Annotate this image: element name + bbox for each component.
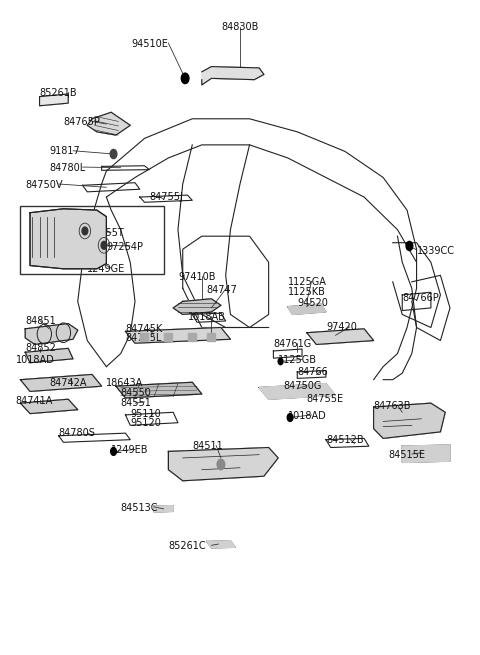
Text: 84755E: 84755E (307, 394, 344, 404)
Text: 1018AD: 1018AD (288, 411, 326, 421)
Text: 84780S: 84780S (59, 428, 96, 438)
Text: 84766P: 84766P (402, 293, 439, 303)
Polygon shape (259, 384, 336, 400)
Text: 97410B: 97410B (178, 272, 216, 282)
Text: 84515E: 84515E (388, 450, 425, 460)
Circle shape (82, 227, 88, 235)
Polygon shape (39, 94, 68, 105)
Text: 84855T: 84855T (87, 228, 124, 238)
Text: 1249EB: 1249EB (111, 445, 149, 455)
Text: 91817: 91817 (49, 147, 80, 157)
Text: 84766: 84766 (297, 367, 328, 377)
Text: 97254P: 97254P (107, 242, 144, 252)
Text: 1125GB: 1125GB (278, 355, 317, 365)
Text: 84780L: 84780L (49, 162, 85, 173)
Text: 84551: 84551 (120, 398, 152, 407)
Bar (140, 333, 148, 341)
Text: 84852: 84852 (25, 343, 56, 353)
Polygon shape (154, 506, 173, 512)
Polygon shape (25, 348, 73, 363)
Circle shape (111, 447, 116, 455)
Text: 1125KB: 1125KB (288, 287, 325, 297)
Text: 84761G: 84761G (274, 339, 312, 349)
Polygon shape (168, 447, 278, 481)
Text: 97420: 97420 (326, 322, 357, 333)
Text: 94520: 94520 (297, 298, 328, 308)
Circle shape (287, 413, 293, 421)
Text: 84550: 84550 (120, 388, 152, 398)
Text: 84742A: 84742A (49, 378, 86, 388)
Text: 84756C: 84756C (59, 210, 96, 220)
Polygon shape (25, 324, 78, 345)
Text: 84765P: 84765P (63, 117, 100, 127)
Bar (206, 333, 215, 341)
Text: 84755J: 84755J (149, 192, 183, 202)
Text: 18643A: 18643A (107, 378, 144, 388)
Polygon shape (288, 304, 326, 314)
Text: 84741A: 84741A (16, 396, 53, 405)
Circle shape (110, 149, 117, 159)
Text: 84745K: 84745K (125, 324, 163, 334)
Text: 1018AB: 1018AB (188, 312, 226, 322)
Polygon shape (21, 375, 102, 392)
Bar (164, 333, 172, 341)
Text: 84747: 84747 (206, 285, 238, 295)
Text: 1125GA: 1125GA (288, 277, 326, 287)
Text: 1249GE: 1249GE (87, 264, 126, 274)
Text: 95120: 95120 (130, 418, 161, 428)
Polygon shape (30, 209, 107, 269)
Polygon shape (202, 67, 264, 85)
Bar (188, 333, 196, 341)
Text: 1339CC: 1339CC (417, 246, 455, 255)
Polygon shape (206, 541, 235, 548)
Text: 84512B: 84512B (326, 435, 363, 445)
Circle shape (406, 242, 413, 251)
Polygon shape (116, 383, 202, 398)
Polygon shape (173, 299, 221, 314)
Text: 84851: 84851 (25, 316, 56, 326)
Circle shape (181, 73, 189, 84)
Text: 84513C: 84513C (120, 502, 158, 512)
Text: 85261B: 85261B (39, 88, 77, 98)
Text: 1018AD: 1018AD (16, 355, 54, 365)
Text: 84830B: 84830B (221, 22, 259, 33)
Polygon shape (402, 445, 450, 462)
Polygon shape (125, 328, 230, 343)
Text: 84750G: 84750G (283, 381, 321, 391)
Circle shape (278, 358, 283, 365)
Bar (21, 206, 164, 274)
Circle shape (101, 242, 107, 250)
Polygon shape (87, 112, 130, 135)
Text: 84745L: 84745L (125, 333, 162, 343)
Text: 95110: 95110 (130, 409, 161, 419)
Text: 84511: 84511 (192, 441, 223, 451)
Text: 84750V: 84750V (25, 180, 63, 191)
Polygon shape (21, 400, 78, 413)
Polygon shape (373, 403, 445, 438)
Text: 84763B: 84763B (373, 401, 411, 411)
Text: 85261C: 85261C (168, 541, 206, 551)
Text: 94510E: 94510E (132, 39, 168, 48)
Polygon shape (307, 329, 373, 345)
Circle shape (217, 459, 225, 470)
